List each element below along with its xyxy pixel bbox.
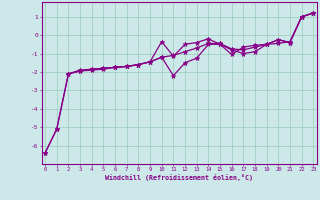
X-axis label: Windchill (Refroidissement éolien,°C): Windchill (Refroidissement éolien,°C) (105, 174, 253, 181)
